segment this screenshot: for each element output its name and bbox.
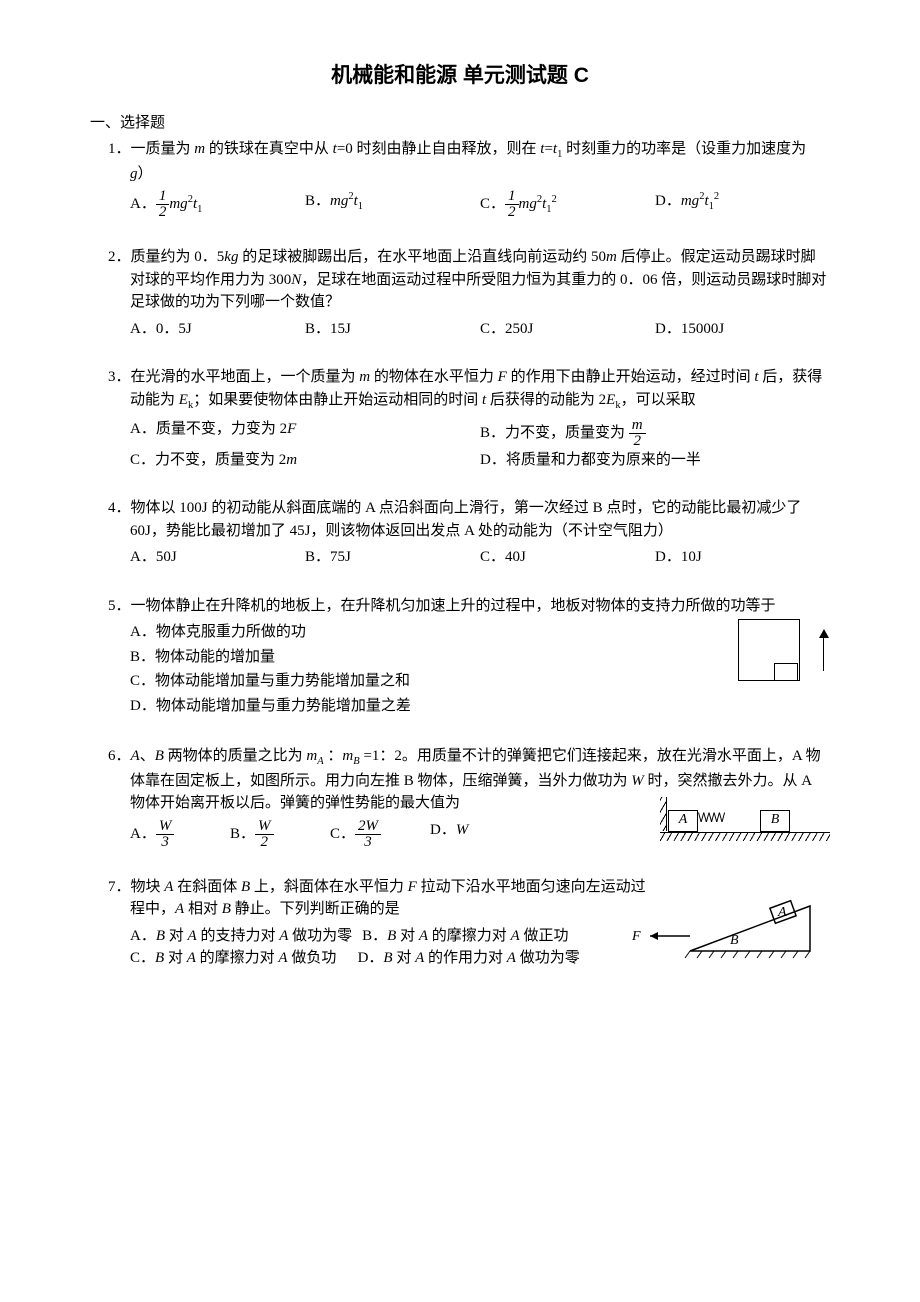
question-7: F B A 7．物块 A 在斜面体 B 上，斜面体在水平恒力 F 拉动下沿水平地… (90, 876, 830, 970)
q2-text: 2．质量约为 0．5kg 的足球被脚踢出后，在水平地面上沿直线向前运动约 50m… (90, 246, 830, 314)
question-4: 4．物体以 100J 的初动能从斜面底端的 A 点沿斜面向上滑行，第一次经过 B… (90, 497, 830, 569)
q1-number: 1． (108, 141, 131, 157)
q5-opt-c: C．物体动能增加量与重力势能增加量之和 (130, 670, 690, 693)
q7-number: 7． (108, 879, 131, 895)
q1-text: 1．一质量为 m 的铁球在真空中从 t=0 时刻由静止自由释放，则在 t=t1 … (90, 138, 830, 185)
q3-options: A．质量不变，力变为 2F B．力不变，质量变为 m2 C．力不变，质量变为 2… (90, 418, 830, 472)
q2-number: 2． (108, 249, 131, 265)
q5-text: 5．一物体静止在升降机的地板上，在升降机匀加速上升的过程中，地板对物体的支持力所… (90, 595, 830, 618)
question-1: 1．一质量为 m 的铁球在真空中从 t=0 时刻由静止自由释放，则在 t=t1 … (90, 138, 830, 220)
q6-opt-b: B．W2 (230, 819, 330, 850)
q2-opt-d: D．15000J (655, 318, 830, 341)
question-2: 2．质量约为 0．5kg 的足球被脚踢出后，在水平地面上沿直线向前运动约 50m… (90, 246, 830, 340)
q5-number: 5． (108, 598, 131, 614)
q5-opt-a: A．物体克服重力所做的功 (130, 621, 690, 644)
object-box-icon (774, 663, 798, 681)
q4-opt-d: D．10J (655, 546, 830, 569)
floor-line-icon (660, 832, 830, 833)
floor-hatch-icon (660, 833, 830, 841)
b-label: B (730, 930, 739, 951)
q1-opt-c: C．12mg2t12 (480, 189, 655, 220)
q7-options-row1: A．B 对 A 的支持力对 A 做功为零 B．B 对 A 的摩擦力对 A 做正功 (90, 925, 650, 948)
q1-opt-b: B．mg2t1 (305, 189, 480, 220)
q7-opt-c: C．B 对 A 的摩擦力对 A 做负功 (130, 947, 336, 970)
q6-opt-c: C．2W3 (330, 819, 430, 850)
q2-opt-c: C．250J (480, 318, 655, 341)
q1-opt-a: A．12mg2t1 (130, 189, 305, 220)
q6-opt-d: D．W (430, 819, 530, 850)
q3-opt-d: D．将质量和力都变为原来的一半 (480, 449, 830, 472)
question-5: 5．一物体静止在升降机的地板上，在升降机匀加速上升的过程中，地板对物体的支持力所… (90, 595, 830, 720)
q1-opt-d: D．mg2t12 (655, 189, 830, 220)
q3-opt-c: C．力不变，质量变为 2m (130, 449, 480, 472)
q4-text: 4．物体以 100J 的初动能从斜面底端的 A 点沿斜面向上滑行，第一次经过 B… (90, 497, 830, 542)
up-arrow-icon (823, 631, 824, 671)
q4-number: 4． (108, 500, 131, 516)
f-label: F (632, 926, 641, 947)
q4-opt-a: A．50J (130, 546, 305, 569)
q2-opt-b: B．15J (305, 318, 480, 341)
q3-opt-b: B．力不变，质量变为 m2 (480, 418, 830, 449)
q7-opt-a: A．B 对 A 的支持力对 A 做功为零 (130, 925, 352, 948)
box-a-icon: A (668, 810, 698, 832)
question-3: 3．在光滑的水平地面上，一个质量为 m 的物体在水平恒力 F 的作用下由静止开始… (90, 366, 830, 471)
q4-opt-b: B．75J (305, 546, 480, 569)
q5-opt-d: D．物体动能增加量与重力势能增加量之差 (130, 695, 690, 718)
section-heading: 一、选择题 (90, 112, 830, 135)
q1-options: A．12mg2t1 B．mg2t1 C．12mg2t12 D．mg2t12 (90, 189, 830, 220)
box-b-icon: B (760, 810, 790, 832)
q2-options: A．0．5J B．15J C．250J D．15000J (90, 318, 830, 341)
question-6: A \/\/\/\/\/ B 6．A、B 两物体的质量之比为 mA ：mB =1… (90, 745, 830, 850)
q7-opt-b: B．B 对 A 的摩擦力对 A 做正功 (362, 925, 568, 948)
q5-figure (738, 619, 830, 689)
q3-text: 3．在光滑的水平地面上，一个质量为 m 的物体在水平恒力 F 的作用下由静止开始… (90, 366, 830, 413)
q6-figure: A \/\/\/\/\/ B (660, 801, 830, 841)
q7-opt-d: D．B 对 A 的作用力对 A 做功为零 (346, 947, 579, 970)
q7-options-row2: C．B 对 A 的摩擦力对 A 做负功 D．B 对 A 的作用力对 A 做功为零 (90, 947, 650, 970)
q6-opt-a: A．W3 (130, 819, 230, 850)
page-title: 机械能和能源 单元测试题 C (90, 60, 830, 92)
a-label: A (778, 902, 787, 923)
q4-opt-c: C．40J (480, 546, 655, 569)
q3-number: 3． (108, 369, 131, 385)
q5-options: A．物体克服重力所做的功 B．物体动能的增加量 C．物体动能增加量与重力势能增加… (90, 621, 690, 719)
q4-options: A．50J B．75J C．40J D．10J (90, 546, 830, 569)
q5-opt-b: B．物体动能的增加量 (130, 646, 690, 669)
q3-opt-a: A．质量不变，力变为 2F (130, 418, 480, 449)
spring-icon: \/\/\/\/\/ (698, 808, 724, 828)
q7-figure: F B A (630, 896, 830, 966)
q2-opt-a: A．0．5J (130, 318, 305, 341)
q6-number: 6． (108, 748, 131, 764)
wall-line-icon (666, 797, 667, 831)
